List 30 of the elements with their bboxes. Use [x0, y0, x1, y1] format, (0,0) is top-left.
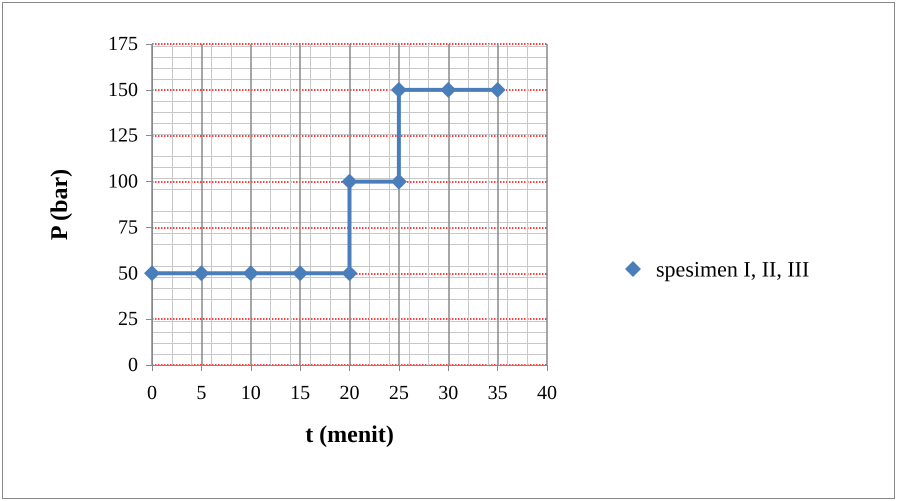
x-tick-label: 30 — [438, 382, 458, 404]
x-tick-label: 25 — [388, 382, 409, 404]
y-tick-label: 175 — [108, 33, 138, 55]
x-tick-label: 20 — [340, 382, 360, 404]
y-tick-label: 100 — [108, 170, 138, 193]
point — [144, 265, 160, 282]
point — [342, 265, 358, 282]
y-axis-title: P (bar) — [47, 168, 73, 240]
y-tick-label: 75 — [118, 216, 138, 238]
point — [292, 265, 308, 282]
legend-label: spesimen I, II, III — [656, 256, 810, 282]
point — [390, 174, 407, 190]
y-tick-label: 50 — [118, 262, 138, 284]
x-tick-label: 15 — [290, 382, 310, 404]
point — [440, 82, 456, 98]
y-tick-label: 150 — [108, 78, 138, 101]
point — [390, 82, 407, 98]
y-tick-label: 25 — [118, 308, 138, 330]
x-tick-label: 35 — [488, 382, 508, 404]
point — [490, 82, 506, 98]
x-tick-label: 5 — [196, 382, 206, 404]
point — [193, 265, 210, 282]
x-tick-label: 10 — [240, 382, 261, 404]
point — [242, 265, 259, 282]
x-tick-label: 40 — [537, 382, 557, 404]
x-axis-title: t (menit) — [305, 422, 394, 448]
point — [342, 174, 358, 190]
x-tick-label: 0 — [147, 382, 157, 404]
y-tick-label: 125 — [108, 124, 138, 147]
y-tick-label: 0 — [128, 354, 138, 376]
